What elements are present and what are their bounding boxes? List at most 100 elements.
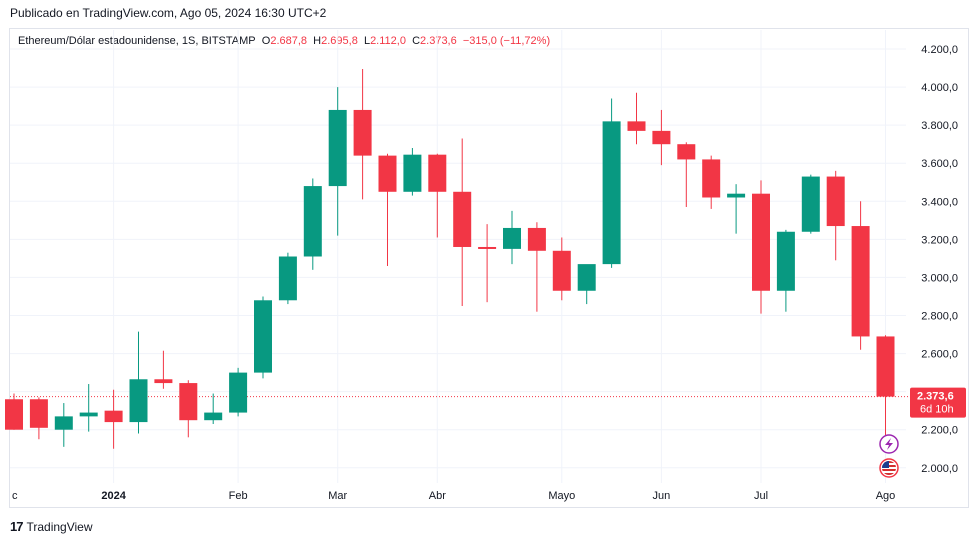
- candle-body: [204, 412, 223, 421]
- candle: [652, 109, 671, 166]
- candle-body: [403, 154, 422, 192]
- legend-close-label: C: [412, 35, 421, 47]
- candle: [154, 350, 173, 389]
- last-price-tag-value: 2.373,6: [917, 391, 954, 403]
- y-tick-label: 2.800,0: [921, 311, 958, 323]
- candle-body: [727, 193, 746, 198]
- candle: [577, 264, 596, 305]
- candle: [627, 92, 646, 145]
- x-tick-label: c: [12, 490, 18, 502]
- candle-body: [677, 144, 696, 160]
- candle-body: [826, 176, 845, 227]
- legend-high-label: H: [313, 35, 322, 47]
- candle: [104, 389, 123, 449]
- candle: [478, 224, 497, 303]
- x-tick-label: Ago: [876, 490, 896, 502]
- candle-layer: [5, 69, 895, 449]
- us-flag-icon[interactable]: [879, 458, 899, 478]
- candle-body: [527, 227, 546, 251]
- brand-footer: 17 TradingView: [10, 519, 93, 534]
- candle-body: [79, 412, 98, 417]
- candle-body: [577, 264, 596, 291]
- x-tick-label: Mayo: [548, 490, 575, 502]
- candle: [179, 380, 198, 438]
- axis-layer: 2.000,02.200,02.400,02.600,02.800,03.000…: [12, 44, 958, 502]
- candle-body: [801, 176, 820, 232]
- candle: [5, 393, 23, 430]
- candle: [851, 201, 870, 350]
- candle: [428, 153, 447, 238]
- candle: [229, 367, 248, 417]
- candle: [328, 87, 347, 236]
- candle-body: [154, 379, 173, 384]
- candle: [278, 252, 297, 305]
- y-tick-label: 3.600,0: [921, 158, 958, 170]
- candle-body: [303, 186, 322, 257]
- candle: [353, 69, 372, 200]
- candle: [54, 403, 73, 447]
- x-tick-label: Mar: [328, 490, 347, 502]
- x-tick-label: Jul: [754, 490, 768, 502]
- candle-body: [752, 193, 770, 291]
- legend-open-value: 2.687,8: [270, 35, 308, 47]
- tradingview-logo-icon: 17: [10, 519, 24, 534]
- candle: [752, 180, 770, 314]
- chart-legend: Ethereum/Dólar estadounidense, 1S, BITST…: [18, 35, 550, 47]
- candle: [826, 170, 845, 261]
- legend-change: −315,0 (−11,72%): [462, 35, 551, 47]
- lightning-icon[interactable]: [879, 434, 899, 454]
- candle-body: [254, 300, 272, 373]
- last-price-tag-bg: [910, 387, 966, 418]
- y-tick-label: 2.600,0: [921, 349, 958, 361]
- brand-name: TradingView: [26, 519, 93, 534]
- candle-body: [428, 154, 447, 192]
- candle: [29, 397, 48, 440]
- candle: [503, 210, 521, 265]
- candle-body: [627, 121, 646, 131]
- candle: [602, 98, 621, 268]
- candle-body: [328, 109, 347, 187]
- legend-open-label: O: [261, 35, 271, 47]
- x-tick-label: Jun: [653, 490, 671, 502]
- legend-high-value: 2.695,8: [321, 35, 358, 47]
- published-caption: Publicado en TradingView.com, Ago 05, 20…: [10, 6, 327, 20]
- legend-low-value: 2.112,0: [370, 35, 406, 47]
- y-tick-label: 4.200,0: [921, 44, 958, 56]
- candle: [727, 184, 746, 234]
- candle-body: [104, 410, 123, 423]
- candle: [403, 148, 422, 196]
- candle: [801, 174, 820, 234]
- y-tick-label: 2.000,0: [921, 463, 958, 475]
- candle-body: [378, 155, 397, 192]
- candle: [876, 335, 895, 447]
- candle: [702, 155, 721, 209]
- candle: [453, 138, 472, 306]
- y-tick-label: 3.800,0: [921, 120, 958, 132]
- y-tick-label: 3.000,0: [921, 272, 958, 284]
- candle-body: [29, 399, 48, 428]
- candle-body: [876, 336, 895, 397]
- x-tick-label: Feb: [229, 490, 248, 502]
- chart-frame: [9, 28, 969, 508]
- x-tick-label: Abr: [429, 490, 446, 502]
- last-price-tag-countdown: 6d 10h: [920, 404, 954, 416]
- candle-body: [503, 227, 521, 249]
- price-tag-layer: 2.373,6 6d 10h: [910, 387, 966, 418]
- legend-symbol: Ethereum/Dólar estadounidense, 1S, BITST…: [18, 35, 256, 47]
- candle-body: [478, 246, 497, 249]
- legend-low-label: L: [363, 35, 371, 47]
- candle: [677, 142, 696, 208]
- candle-body: [552, 250, 571, 291]
- x-tick-label: 2024: [101, 490, 126, 502]
- y-tick-label: 2.200,0: [921, 425, 958, 437]
- candle-body: [851, 226, 870, 337]
- candle: [303, 178, 322, 270]
- candle: [378, 153, 397, 267]
- candle-body: [229, 372, 248, 413]
- candle: [527, 222, 546, 312]
- candle: [552, 237, 571, 301]
- candle-body: [179, 383, 198, 421]
- y-tick-label: 3.400,0: [921, 196, 958, 208]
- candle-body: [652, 130, 671, 145]
